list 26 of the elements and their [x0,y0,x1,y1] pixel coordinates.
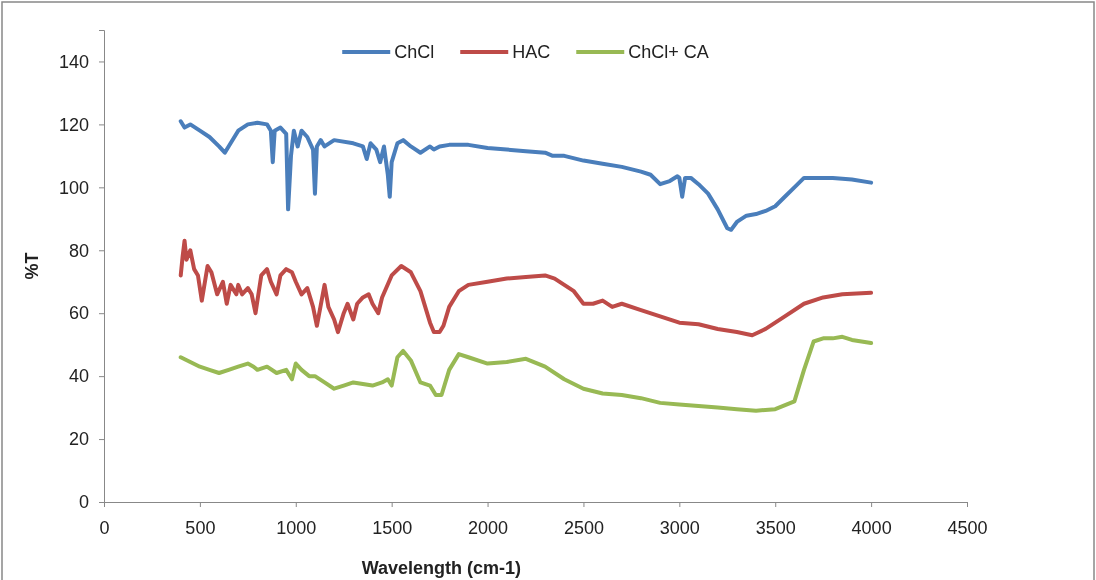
x-tick-label: 3000 [659,517,700,538]
y-tick-label: 80 [68,240,89,261]
y-tick-label: 120 [58,114,89,135]
line-series [178,119,874,232]
line-series [178,238,874,338]
x-axis-title: Wavelength (cm-1) [361,558,521,578]
legend-label: ChCl+ CA [628,42,709,62]
legend-label: HAC [512,42,551,62]
y-axis-title: %T [22,252,42,280]
x-tick-label: 0 [99,517,110,538]
x-tick-label: 3500 [755,517,796,538]
y-tick-label: 20 [68,429,89,450]
line-series [178,334,874,413]
x-tick-label: 2500 [563,517,604,538]
y-tick-label: 100 [58,177,89,198]
x-tick-label: 1500 [372,517,413,538]
x-tick-label: 500 [185,517,216,538]
legend-label: ChCl [394,42,435,62]
y-tick-label: 60 [68,303,89,324]
x-tick-label: 2000 [468,517,509,538]
x-tick-label: 4500 [947,517,988,538]
x-tick-label: 1000 [276,517,317,538]
y-tick-label: 40 [68,366,89,387]
y-tick-label: 140 [58,51,89,72]
y-tick-label: 0 [78,492,89,513]
x-tick-label: 4000 [851,517,892,538]
